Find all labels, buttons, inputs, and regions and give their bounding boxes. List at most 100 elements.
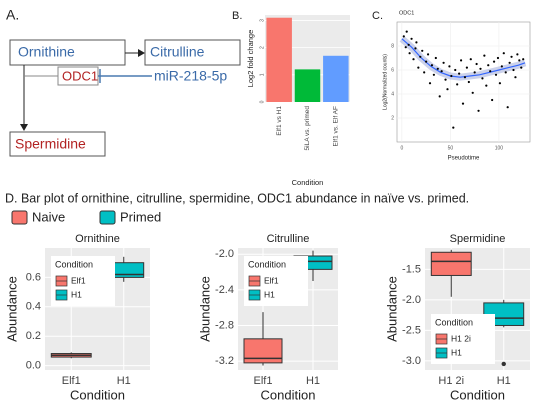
point xyxy=(408,52,411,55)
chart-title: Ornithine xyxy=(75,233,120,245)
y-tick-label: -3.0 xyxy=(402,355,421,367)
y-tick-label: -2.4 xyxy=(215,284,234,296)
x-tick-label: Elf1 xyxy=(254,375,273,387)
point xyxy=(518,59,521,62)
legend-title: Condition xyxy=(435,317,473,327)
panel-label: C. xyxy=(372,10,383,22)
point xyxy=(442,61,445,64)
point xyxy=(492,60,496,63)
y-axis-label: Abundance xyxy=(4,276,19,342)
legend-label: Elf1 xyxy=(71,275,86,285)
x-tick-label: 100 xyxy=(495,145,504,151)
y-axis-label: Abundance xyxy=(197,276,212,342)
point xyxy=(417,66,420,69)
point xyxy=(407,43,410,46)
bar xyxy=(266,17,292,102)
legend: Naive Primed xyxy=(32,209,161,224)
point xyxy=(434,56,437,60)
y-tick-label: 4 xyxy=(391,91,394,97)
node-box xyxy=(9,131,106,157)
point xyxy=(430,64,434,67)
point xyxy=(481,77,484,80)
bar xyxy=(294,69,321,102)
point xyxy=(444,78,447,81)
legend-title: Condition xyxy=(248,259,286,269)
node-label: Spermidine xyxy=(15,136,86,152)
point xyxy=(477,109,480,112)
point xyxy=(487,64,490,67)
point xyxy=(410,37,413,40)
point xyxy=(475,62,478,66)
point xyxy=(452,126,455,129)
y-tick-label: -3.2 xyxy=(215,355,234,367)
point xyxy=(456,83,459,86)
legend-label: H1 2i xyxy=(451,333,471,343)
x-axis-label: Condition xyxy=(70,387,125,402)
point xyxy=(508,61,511,64)
y-tick-label: 0 xyxy=(259,100,265,103)
point xyxy=(446,88,449,91)
point xyxy=(432,73,435,76)
chart-title: ODC1 xyxy=(399,10,414,16)
point xyxy=(454,68,457,72)
y-tick-label: 6 xyxy=(391,67,394,73)
point xyxy=(494,73,498,76)
x-tick-label: H1 xyxy=(306,375,320,387)
point xyxy=(423,71,426,74)
point xyxy=(465,66,468,69)
point xyxy=(458,72,461,75)
point xyxy=(491,98,494,102)
panel-label: A. xyxy=(6,7,19,23)
y-axis-label: Abundance xyxy=(384,276,399,342)
point xyxy=(461,102,465,105)
point xyxy=(448,65,451,68)
point xyxy=(404,46,407,49)
node-label: Ornithine xyxy=(18,44,75,60)
legend-label: Naive xyxy=(32,209,65,224)
point xyxy=(500,65,503,68)
point xyxy=(504,71,507,74)
legend-label: H1 xyxy=(451,347,462,357)
y-tick-label: 0.2 xyxy=(26,330,41,342)
point xyxy=(506,106,509,109)
y-axis-label: Log2 fold change xyxy=(246,30,255,88)
pathway-diagram: A. Ornithine Citrulline ODC1 miR-218-5p … xyxy=(6,7,241,157)
x-axis-label: Pseudotime xyxy=(448,156,480,162)
x-axis-label: Condition xyxy=(261,387,316,402)
x-tick-label: H1 2i xyxy=(438,375,464,387)
y-tick-label: 0.4 xyxy=(26,301,41,313)
x-tick-label: H1 xyxy=(117,375,131,387)
y-tick-label: 0.0 xyxy=(26,359,41,371)
x-tick-label: H1 xyxy=(497,375,511,387)
arrow-head xyxy=(138,49,145,57)
point xyxy=(425,60,428,63)
point xyxy=(436,67,439,70)
point xyxy=(467,80,470,84)
enzyme-label: ODC1 xyxy=(62,68,98,83)
node-label: Citrulline xyxy=(150,44,205,60)
legend-title: Condition xyxy=(55,259,93,269)
caption: D. Bar plot of ornithine, citrulline, sp… xyxy=(5,191,469,205)
y-tick-label: 8 xyxy=(391,43,394,49)
x-tick-label: Elf1 vs H1 xyxy=(276,106,283,136)
legend-label: Elf1 xyxy=(264,275,279,285)
point xyxy=(421,49,424,52)
point xyxy=(489,70,492,73)
point xyxy=(514,76,517,79)
y-tick-label: -2.8 xyxy=(215,319,234,331)
arrow-head xyxy=(20,124,28,131)
plot-bg xyxy=(396,21,531,143)
bar xyxy=(323,55,349,102)
y-tick-label: 1 xyxy=(259,73,265,76)
x-tick-label: 5iLA vs. primed xyxy=(304,106,311,151)
y-tick-label: 2 xyxy=(391,115,394,121)
legend-label: H1 xyxy=(71,289,82,299)
point xyxy=(438,95,441,98)
legend-label: H1 xyxy=(264,289,275,299)
y-axis-label: Log2(Normalized counts) xyxy=(382,54,388,110)
point xyxy=(405,30,408,33)
point xyxy=(402,35,405,38)
x-axis-label: Condition xyxy=(450,387,505,402)
point xyxy=(414,47,417,50)
